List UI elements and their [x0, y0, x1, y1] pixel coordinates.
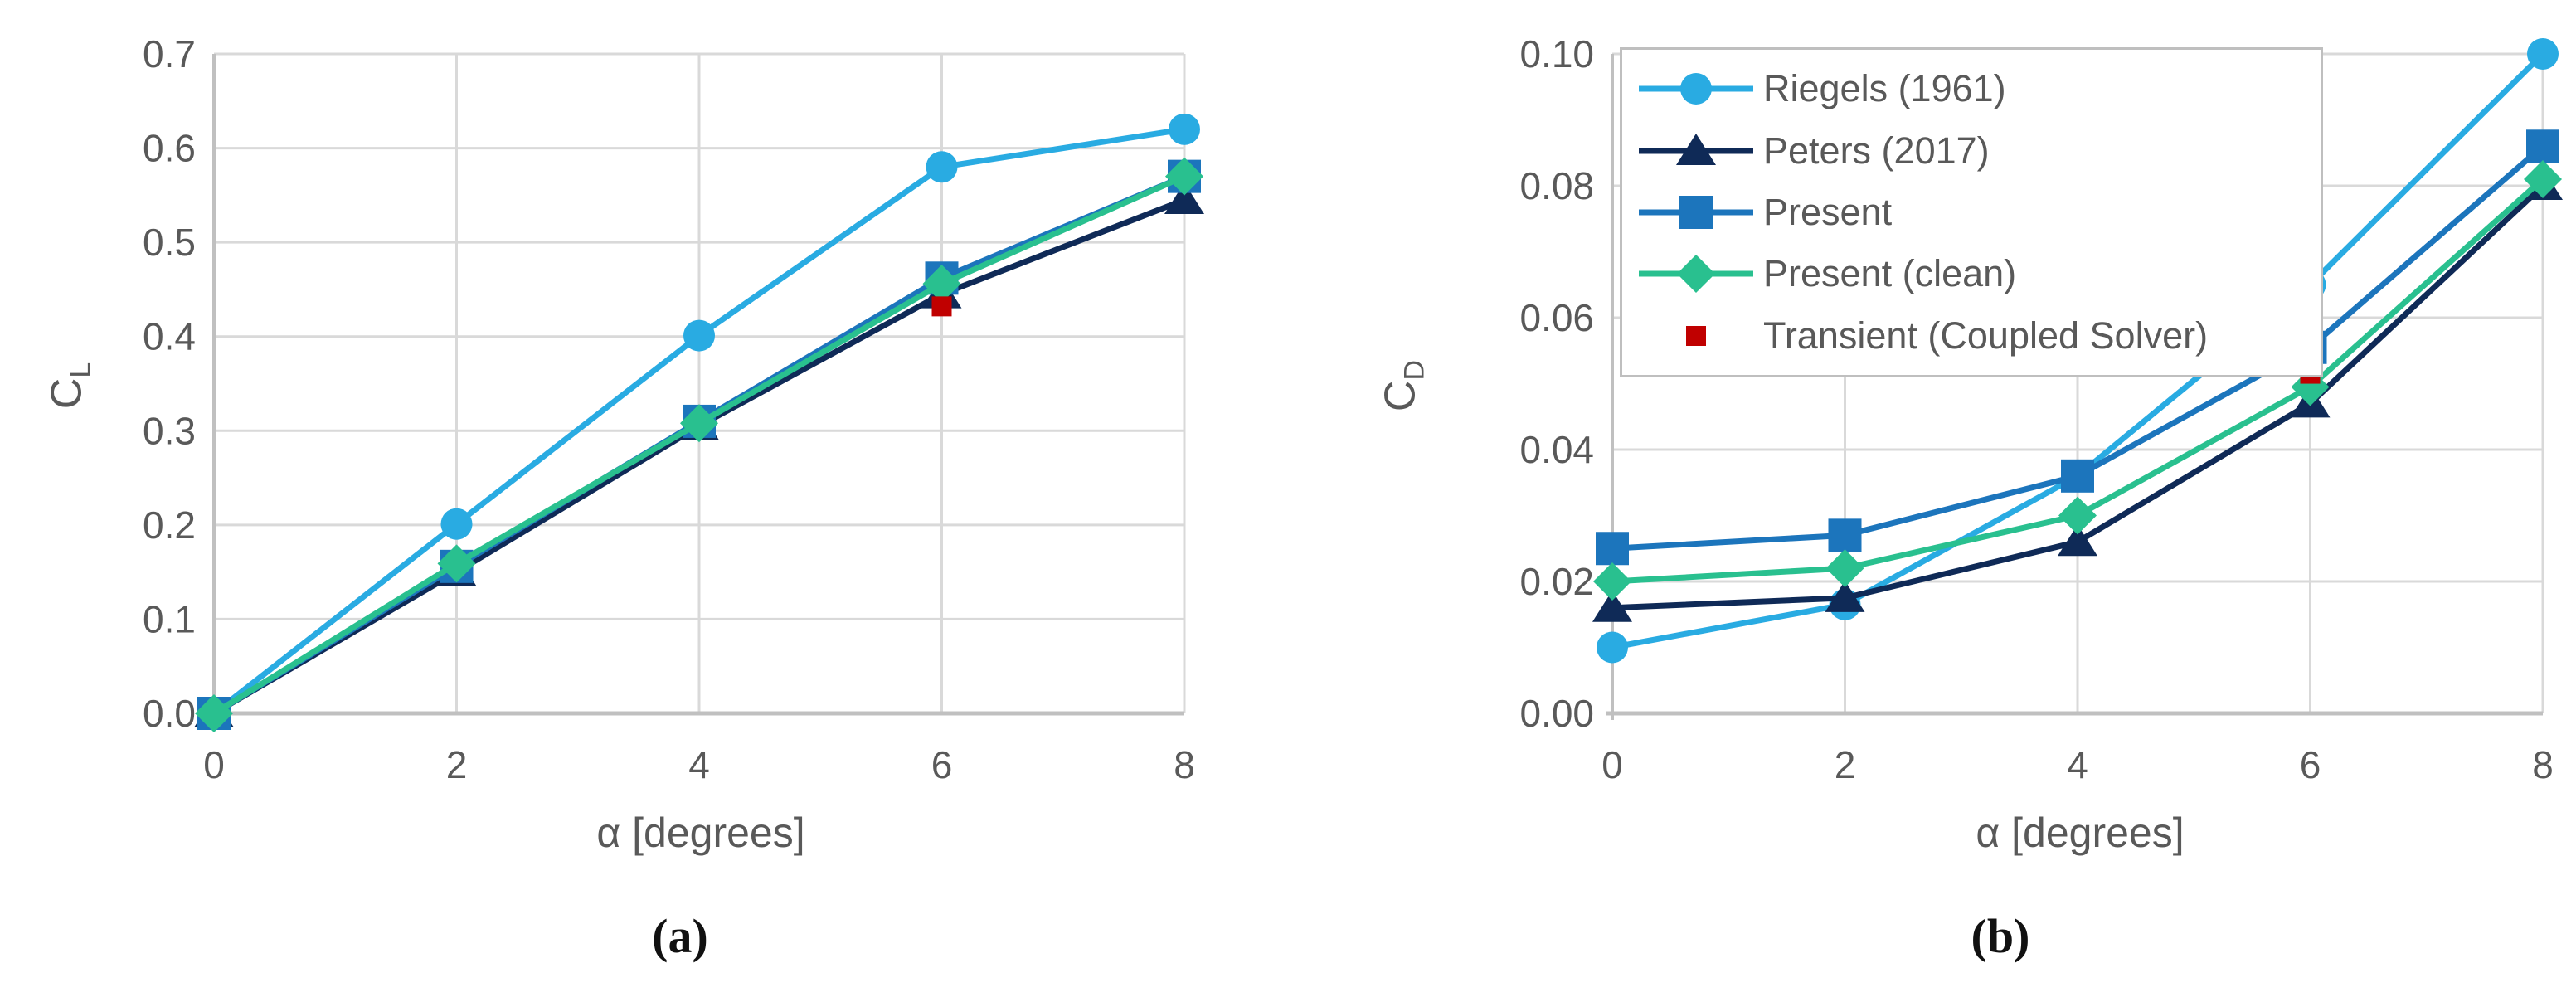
data-point-triangle — [1164, 182, 1204, 215]
x-tick-label: 8 — [2532, 743, 2554, 786]
series-present-clean- — [195, 157, 1203, 732]
legend-label: Present (clean) — [1763, 252, 2017, 295]
data-point-triangle — [1676, 133, 1716, 165]
data-point-square — [2526, 129, 2559, 163]
legend-item-3: Present (clean) — [1634, 244, 2321, 304]
y-tick-label: 0.7 — [143, 32, 196, 75]
data-point-small-square — [1686, 325, 1706, 346]
y-tick-label: 0.4 — [143, 315, 196, 358]
data-point-diamond — [1677, 255, 1715, 294]
chart-legend: Riegels (1961) Peters (2017) Present Presen… — [1620, 47, 2323, 377]
legend-item-1: Peters (2017) — [1634, 121, 2321, 181]
data-point-circle — [683, 319, 715, 352]
legend-item-2: Present — [1634, 182, 2321, 242]
data-point-circle — [1169, 113, 1200, 145]
y-axis-title-cd-base: C — [1376, 380, 1425, 412]
legend-marker-diamond — [1639, 255, 1753, 294]
x-axis-title-left: α [degrees] — [596, 810, 805, 856]
series-transient-coupled-solver- — [931, 296, 952, 317]
tick-labels: 0.00 0.02 0.04 0.06 0.08 0.10 0 2 4 6 8 — [1519, 32, 2553, 786]
data-point-square — [1828, 518, 1862, 552]
data-point-circle — [1680, 73, 1712, 105]
data-point-circle — [440, 508, 473, 540]
axes — [207, 54, 1184, 720]
legend-item-0: Riegels (1961) — [1634, 59, 2321, 119]
x-tick-label: 0 — [203, 743, 225, 786]
x-tick-label: 6 — [931, 743, 953, 786]
y-tick-label: 0.6 — [143, 127, 196, 170]
x-tick-label: 4 — [2067, 743, 2088, 786]
legend-label: Present — [1763, 190, 1893, 233]
data-point-diamond — [1165, 157, 1203, 196]
y-tick-label: 0.04 — [1519, 428, 1594, 471]
subfigure-caption-a: (a) — [652, 909, 708, 963]
x-tick-label: 6 — [2300, 743, 2321, 786]
data-point-triangle — [2058, 524, 2097, 557]
x-axis-title-right: α [degrees] — [1976, 810, 2185, 856]
y-tick-label: 0.08 — [1519, 164, 1594, 207]
y-axis-title-cd: CD — [1375, 360, 1431, 411]
data-point-triangle — [1592, 590, 1632, 622]
legend-label: Transient (Coupled Solver) — [1763, 314, 2209, 357]
data-point-square — [1679, 195, 1713, 229]
y-tick-label: 0.1 — [143, 597, 196, 640]
data-point-square — [2061, 459, 2094, 493]
data-point-diamond — [1593, 562, 1631, 601]
y-tick-label: 0.10 — [1519, 32, 1594, 75]
y-tick-label: 0.3 — [143, 409, 196, 452]
x-tick-label: 8 — [1174, 743, 1195, 786]
x-tick-label: 2 — [1835, 743, 1856, 786]
y-tick-label: 0.2 — [143, 503, 196, 547]
y-tick-label: 0.06 — [1519, 296, 1594, 339]
data-point-square — [1596, 532, 1629, 566]
subfigure-caption-b: (b) — [1971, 909, 2030, 963]
legend-marker-square — [1639, 195, 1753, 229]
lift-coefficient-chart: 0.0 0.1 0.2 0.3 0.4 0.5 0.6 0.7 0 2 4 6 8 — [143, 32, 1204, 786]
legend-label: Riegels (1961) — [1763, 67, 2006, 110]
data-point-circle — [2527, 38, 2559, 70]
legend-marker-small-square — [1686, 325, 1706, 346]
data-point-small-square — [931, 296, 952, 317]
y-tick-label: 0.0 — [143, 692, 196, 735]
data-point-diamond — [2058, 496, 2097, 535]
y-axis-title-cl-sub: L — [65, 362, 97, 378]
tick-labels: 0.0 0.1 0.2 0.3 0.4 0.5 0.6 0.7 0 2 4 6 8 — [143, 32, 1195, 786]
data-point-diamond — [1825, 549, 1864, 588]
data-point-diamond — [680, 404, 718, 443]
legend-marker-circle — [1639, 73, 1753, 105]
legend-label: Peters (2017) — [1763, 129, 1990, 172]
y-axis-title-cd-sub: D — [1398, 359, 1431, 381]
series-present-clean- — [1593, 160, 2562, 601]
y-tick-label: 0.02 — [1519, 560, 1594, 603]
data-point-diamond — [437, 544, 476, 583]
legend-item-4: Transient (Coupled Solver) — [1634, 306, 2321, 366]
y-tick-label: 0.00 — [1519, 692, 1594, 735]
data-point-circle — [926, 151, 958, 183]
x-tick-label: 4 — [688, 743, 710, 786]
y-tick-label: 0.5 — [143, 221, 196, 264]
data-point-circle — [1597, 631, 1628, 664]
x-tick-label: 2 — [446, 743, 468, 786]
legend-marker-triangle — [1639, 133, 1753, 165]
y-axis-title-cl-base: C — [42, 377, 91, 410]
data-point-diamond — [922, 265, 961, 304]
data-point-triangle — [1825, 580, 1865, 612]
x-tick-label: 0 — [1601, 743, 1623, 786]
y-axis-title-cl: CL — [41, 362, 97, 409]
data-point-diamond — [195, 694, 233, 732]
data-point-diamond — [2524, 160, 2562, 199]
